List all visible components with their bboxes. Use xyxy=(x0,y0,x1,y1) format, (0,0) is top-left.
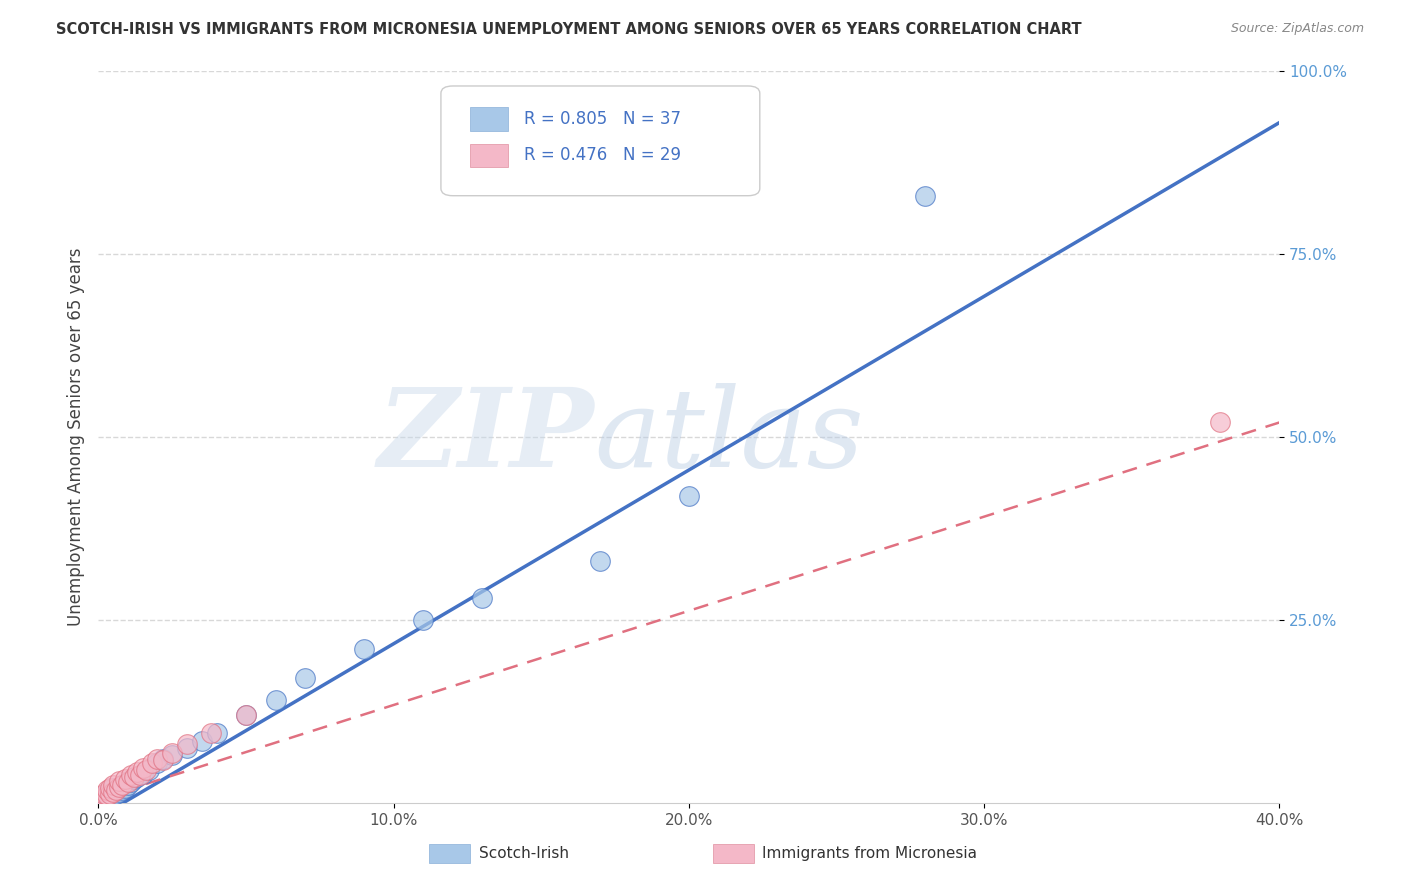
Point xyxy=(98,785,121,799)
Point xyxy=(162,748,183,763)
Point xyxy=(122,772,145,787)
Point xyxy=(146,752,169,766)
FancyBboxPatch shape xyxy=(471,107,508,130)
Text: atlas: atlas xyxy=(595,384,865,491)
Point xyxy=(96,782,118,797)
Point xyxy=(120,768,142,782)
Point xyxy=(103,785,125,799)
Point xyxy=(589,554,612,568)
Point xyxy=(138,763,160,777)
FancyBboxPatch shape xyxy=(471,144,508,167)
Point xyxy=(117,778,139,792)
Point xyxy=(108,780,131,794)
Point xyxy=(117,773,139,788)
Point xyxy=(264,693,287,707)
Point xyxy=(105,787,128,801)
Point xyxy=(114,772,136,787)
Point xyxy=(191,733,214,747)
Point xyxy=(128,768,150,782)
Text: Source: ZipAtlas.com: Source: ZipAtlas.com xyxy=(1230,22,1364,36)
Point xyxy=(132,761,155,775)
Point xyxy=(176,740,198,755)
Point xyxy=(135,763,157,777)
Point xyxy=(125,765,148,780)
Point xyxy=(93,789,115,803)
Point xyxy=(90,792,112,806)
Text: Scotch-Irish: Scotch-Irish xyxy=(478,846,568,861)
Point xyxy=(294,672,316,686)
Point xyxy=(96,789,118,804)
FancyBboxPatch shape xyxy=(441,86,759,195)
Point xyxy=(125,770,148,784)
Point xyxy=(105,782,128,797)
Point xyxy=(353,642,375,657)
Point xyxy=(105,782,128,797)
Point xyxy=(93,787,115,801)
Point xyxy=(162,746,183,760)
Point xyxy=(235,708,257,723)
Point xyxy=(471,591,494,605)
Point xyxy=(122,770,145,784)
Point xyxy=(914,188,936,202)
Point xyxy=(200,726,222,740)
Y-axis label: Unemployment Among Seniors over 65 years: Unemployment Among Seniors over 65 years xyxy=(66,248,84,626)
Point xyxy=(152,752,174,766)
Point xyxy=(235,708,257,723)
Point xyxy=(90,792,112,806)
FancyBboxPatch shape xyxy=(429,845,471,863)
Text: SCOTCH-IRISH VS IMMIGRANTS FROM MICRONESIA UNEMPLOYMENT AMONG SENIORS OVER 65 YE: SCOTCH-IRISH VS IMMIGRANTS FROM MICRONES… xyxy=(56,22,1081,37)
Text: ZIP: ZIP xyxy=(378,384,595,491)
Text: R = 0.805   N = 37: R = 0.805 N = 37 xyxy=(523,110,681,128)
Point xyxy=(678,489,700,503)
FancyBboxPatch shape xyxy=(713,845,754,863)
Point xyxy=(114,781,136,796)
Point xyxy=(96,789,118,803)
Point xyxy=(103,789,125,803)
Point xyxy=(152,753,174,767)
Point xyxy=(205,726,228,740)
Point xyxy=(120,775,142,789)
Point xyxy=(141,756,163,770)
Point xyxy=(111,782,134,797)
Point xyxy=(146,756,169,770)
Point xyxy=(117,775,139,789)
Point xyxy=(93,789,115,804)
Point xyxy=(98,781,121,796)
Point xyxy=(132,766,155,780)
Point xyxy=(108,773,131,788)
Point xyxy=(108,785,131,799)
Point xyxy=(96,787,118,801)
Point xyxy=(111,778,134,792)
Point xyxy=(1209,416,1232,430)
Text: R = 0.476   N = 29: R = 0.476 N = 29 xyxy=(523,146,681,164)
Text: Immigrants from Micronesia: Immigrants from Micronesia xyxy=(762,846,977,861)
Point xyxy=(98,789,121,804)
Point xyxy=(103,781,125,796)
Point xyxy=(176,737,198,751)
Point xyxy=(98,787,121,801)
Point xyxy=(412,613,434,627)
Point xyxy=(111,778,134,792)
Point xyxy=(103,778,125,792)
Point xyxy=(108,780,131,794)
